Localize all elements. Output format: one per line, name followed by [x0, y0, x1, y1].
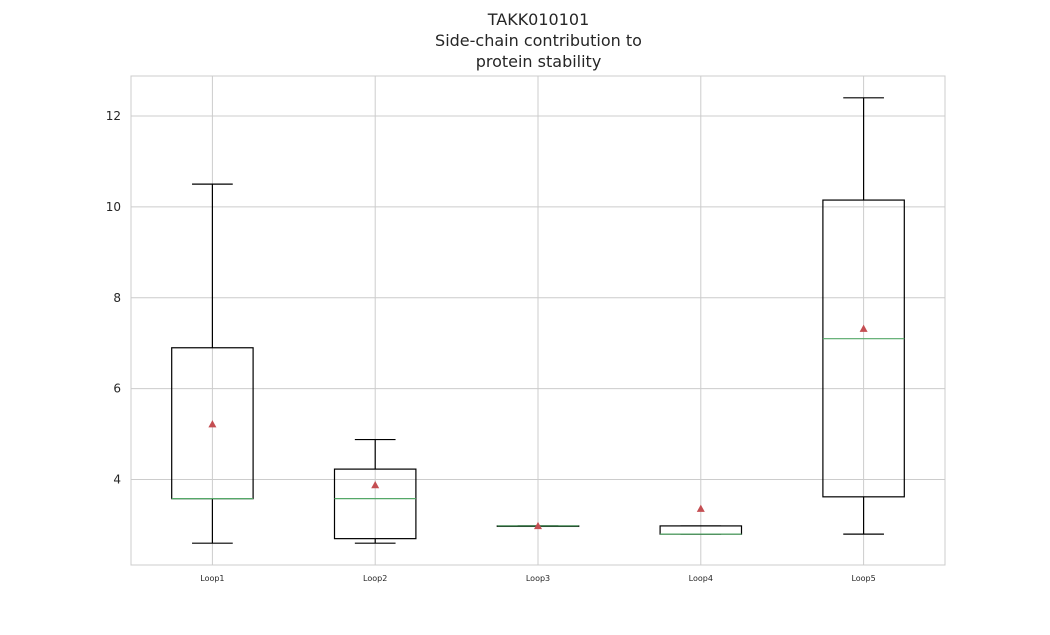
box-loop4 — [659, 504, 743, 535]
chart-title-line-1: TAKK010101 — [487, 10, 590, 29]
y-tick-label: 4 — [113, 473, 121, 487]
y-tick-label: 12 — [106, 109, 121, 123]
tick-layer: 4 6 8 10 12 Loop1 Loop2 Loop3 Loop4 Loop5 — [106, 109, 876, 583]
mean-marker — [371, 481, 380, 489]
chart-title: TAKK010101 Side-chain contribution to pr… — [0, 9, 1050, 72]
box-loop2 — [333, 438, 417, 544]
x-tick-label: Loop1 — [200, 574, 224, 583]
mean-marker — [696, 504, 705, 512]
box-loop5 — [822, 97, 905, 535]
x-tick-label: Loop2 — [363, 574, 387, 583]
x-tick-label: Loop4 — [689, 574, 713, 583]
mean-marker — [859, 324, 868, 332]
iqr-box — [333, 468, 417, 540]
box-layer — [171, 97, 905, 544]
y-tick-label: 6 — [113, 382, 121, 396]
mean-marker — [534, 521, 542, 530]
x-tick-label: Loop3 — [526, 574, 550, 583]
box-loop3 — [496, 521, 580, 530]
chart-title-line-2: Side-chain contribution to — [435, 31, 642, 50]
iqr-box — [822, 199, 905, 498]
chart-title-line-3: protein stability — [475, 52, 602, 71]
mean-marker — [208, 420, 217, 428]
plot-frame — [130, 75, 946, 566]
y-tick-label: 10 — [106, 200, 121, 214]
grid-layer — [131, 76, 945, 565]
y-tick-label: 8 — [113, 291, 121, 305]
x-tick-label: Loop5 — [851, 574, 875, 583]
box-loop1 — [171, 183, 254, 544]
